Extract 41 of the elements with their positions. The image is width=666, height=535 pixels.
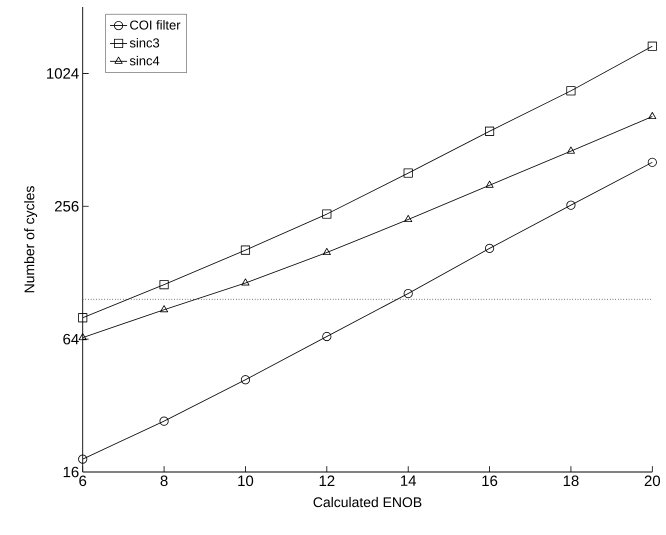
point <box>322 209 332 219</box>
x-tick-label: 16 <box>482 476 498 486</box>
point <box>241 278 250 286</box>
point <box>404 214 412 222</box>
point <box>404 288 413 298</box>
point <box>484 244 494 253</box>
point <box>322 332 332 342</box>
legend-label: sinc3 <box>130 38 160 48</box>
x-tick-label: 6 <box>79 476 86 486</box>
y-tick-label: 256 <box>55 200 79 212</box>
point <box>566 146 575 154</box>
point <box>566 200 576 210</box>
x-tick-label: 18 <box>564 476 579 486</box>
point <box>78 454 88 464</box>
x-tick-label: 10 <box>238 476 254 486</box>
point <box>322 248 331 256</box>
y-tick-label: 16 <box>64 466 79 478</box>
point <box>404 168 413 178</box>
point <box>159 280 169 290</box>
y-axis-title: Number of cycles <box>24 186 38 292</box>
y-tick-label: 64 <box>63 334 79 344</box>
x-axis-title: Calculated ENOB <box>314 496 422 508</box>
point <box>648 42 657 51</box>
x-tick-label: 12 <box>320 476 334 486</box>
point <box>486 180 494 188</box>
point <box>566 86 576 96</box>
x-tick-label: 14 <box>401 476 416 486</box>
point <box>78 313 88 322</box>
x-tick-label: 20 <box>644 476 660 486</box>
x-tick-label: 8 <box>160 476 168 486</box>
point <box>159 416 169 426</box>
point <box>648 112 656 120</box>
point <box>484 126 494 136</box>
y-tick-label: 1024 <box>47 68 79 79</box>
point <box>648 158 657 167</box>
point <box>240 246 250 255</box>
legend-label: sinc4 <box>130 56 160 66</box>
legend-label: COI filter <box>130 20 180 30</box>
point <box>160 305 168 312</box>
point <box>78 333 87 340</box>
point <box>240 375 250 384</box>
